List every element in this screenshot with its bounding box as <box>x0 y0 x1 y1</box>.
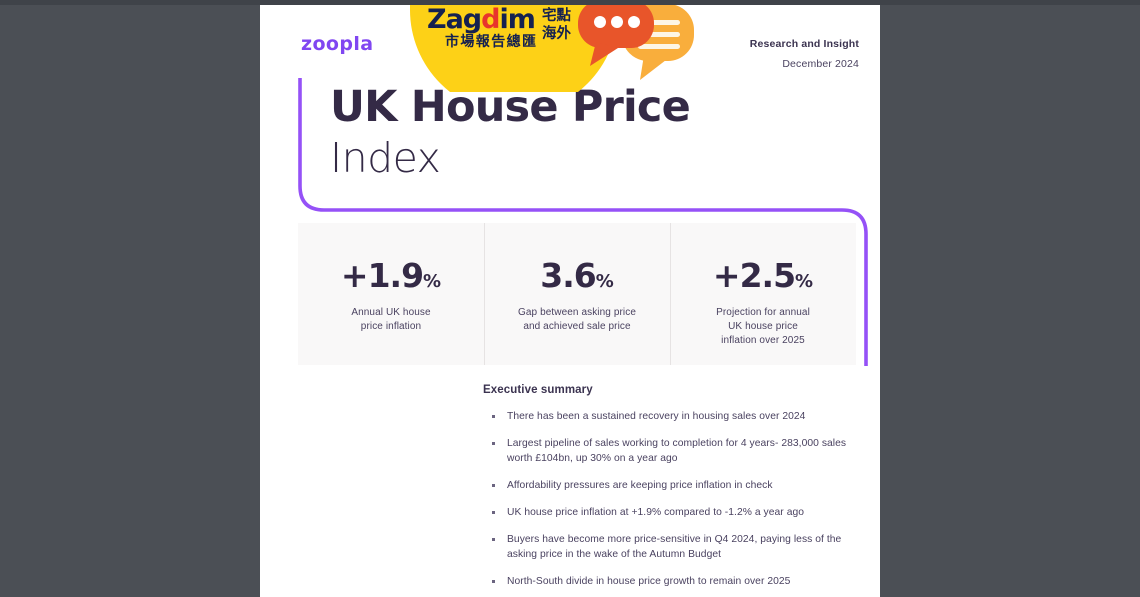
list-item: Buyers have become more price-sensitive … <box>483 532 868 562</box>
list-item: North-South divide in house price growth… <box>483 574 868 589</box>
list-item: Largest pipeline of sales working to com… <box>483 436 868 466</box>
stat-card-annual-inflation: +1.9% Annual UK house price inflation <box>298 223 484 365</box>
stat-value: +2.5% <box>713 256 813 295</box>
page-title-line-2: Index <box>330 134 441 182</box>
page-title-line-1: UK House Price <box>330 82 691 132</box>
zoopla-logo[interactable]: zoopla <box>301 33 374 55</box>
stat-unit: % <box>423 271 442 292</box>
research-and-insight-label: Research and Insight <box>749 38 859 50</box>
stat-unit: % <box>795 271 814 292</box>
list-item: There has been a sustained recovery in h… <box>483 409 868 424</box>
header-meta: Research and Insight December 2024 <box>750 36 859 73</box>
stat-card-projection-2025: +2.5% Projection for annual UK house pri… <box>670 223 856 365</box>
stat-value: 3.6% <box>540 256 614 295</box>
stat-number: +1.9 <box>340 256 424 295</box>
executive-summary-heading: Executive summary <box>483 384 593 396</box>
stat-card-asking-price-gap: 3.6% Gap between asking price and achiev… <box>484 223 670 365</box>
page-title: UK House Price Index <box>330 82 691 182</box>
stat-label: Annual UK house price inflation <box>351 307 431 333</box>
key-stats-panel: +1.9% Annual UK house price inflation 3.… <box>298 223 856 365</box>
stat-unit: % <box>595 271 614 292</box>
window-top-strip <box>0 0 1140 5</box>
executive-summary-section: Executive summary There has been a susta… <box>483 384 868 597</box>
executive-summary-list: There has been a sustained recovery in h… <box>483 409 868 597</box>
list-item: Affordability pressures are keeping pric… <box>483 478 868 493</box>
stat-label: Projection for annual UK house price inf… <box>716 307 810 347</box>
report-date-label: December 2024 <box>782 58 859 71</box>
stat-value: +1.9% <box>341 256 441 295</box>
stat-number: 3.6 <box>540 256 596 295</box>
stat-label: Gap between asking price and achieved sa… <box>517 307 637 333</box>
document-page: zoopla Research and Insight December 202… <box>260 0 880 597</box>
list-item: UK house price inflation at +1.9% compar… <box>483 505 868 520</box>
stat-number: +2.5 <box>712 256 796 295</box>
